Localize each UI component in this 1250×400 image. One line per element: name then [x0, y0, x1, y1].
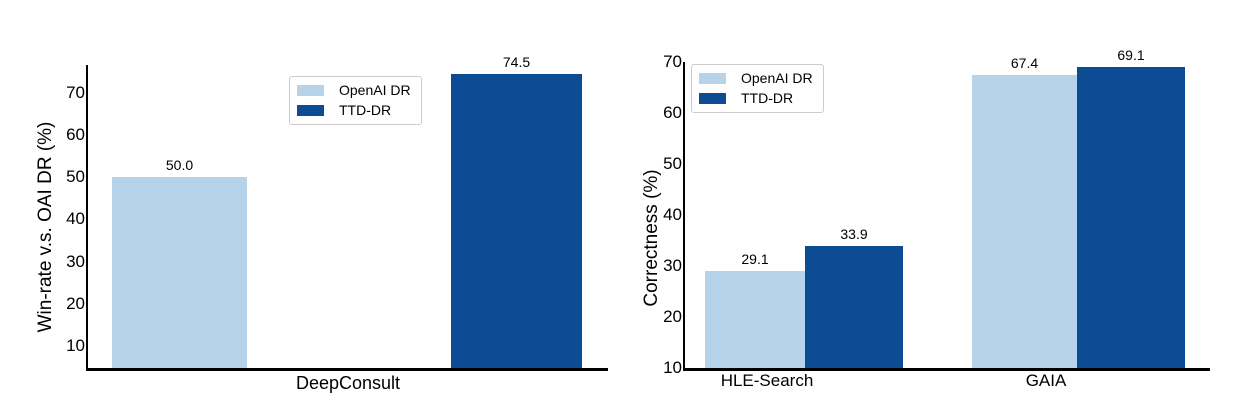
y-axis-line — [682, 62, 685, 368]
legend-label-ttd-dr: TTD-DR — [741, 90, 794, 106]
y-tick-label-50: 50 — [663, 154, 682, 173]
legend-swatch-ttd-dr — [699, 93, 726, 104]
y-tick-label-10: 10 — [66, 336, 85, 356]
bar-value-label: 67.4 — [1010, 55, 1039, 72]
y-tick-label-60: 60 — [66, 125, 85, 145]
x-axis-line — [682, 368, 1210, 371]
right-chart-legend: OpenAI DR TTD-DR — [691, 64, 824, 113]
bar-openai-dr-gaia — [972, 75, 1077, 368]
legend-item-ttd-dr: TTD-DR — [699, 91, 813, 106]
legend-item-openai-dr: OpenAI DR — [297, 83, 411, 98]
y-tick-label-30: 30 — [66, 251, 85, 271]
y-tick-label-50: 50 — [66, 167, 85, 187]
bar-openai-dr-deepconsult — [112, 177, 247, 368]
y-tick-label-60: 60 — [663, 103, 682, 122]
y-tick-label-40: 40 — [663, 205, 682, 224]
y-tick-label-40: 40 — [66, 209, 85, 229]
bar-value-label: 50.0 — [165, 157, 194, 174]
x-tick-label-hle-search: HLE-Search — [720, 371, 814, 390]
right-chart-y-axis-label: Correctness (%) — [641, 169, 662, 307]
legend-label-openai-dr: OpenAI DR — [741, 70, 813, 86]
y-tick-label-20: 20 — [66, 293, 85, 313]
bar-openai-dr-hle-search — [705, 270, 805, 368]
y-tick-label-10: 10 — [663, 358, 682, 377]
bar-value-label: 33.9 — [840, 226, 868, 243]
y-axis-line — [85, 65, 88, 368]
legend-item-ttd-dr: TTD-DR — [297, 103, 411, 118]
bar-ttd-dr-deepconsult — [451, 73, 582, 368]
legend-label-ttd-dr: TTD-DR — [339, 102, 392, 118]
y-tick-label-70: 70 — [663, 52, 682, 71]
bar-ttd-dr-gaia — [1077, 66, 1185, 368]
left-chart-legend: OpenAI DR TTD-DR — [289, 76, 422, 125]
legend-item-openai-dr: OpenAI DR — [699, 71, 813, 86]
x-axis-line — [85, 368, 608, 371]
y-tick-label-20: 20 — [663, 307, 682, 326]
bar-value-label: 74.5 — [502, 53, 531, 70]
legend-label-openai-dr: OpenAI DR — [339, 82, 411, 98]
y-tick-label-30: 30 — [663, 256, 682, 275]
bar-value-label: 29.1 — [741, 250, 769, 267]
bar-ttd-dr-hle-search — [805, 246, 903, 368]
y-tick-label-70: 70 — [66, 82, 85, 102]
x-tick-label-gaia: GAIA — [1025, 371, 1067, 390]
bar-value-label: 69.1 — [1117, 46, 1145, 63]
legend-swatch-openai-dr — [699, 73, 726, 84]
left-chart-x-axis-label: DeepConsult — [295, 373, 401, 393]
legend-swatch-ttd-dr — [297, 105, 324, 116]
legend-swatch-openai-dr — [297, 85, 324, 96]
